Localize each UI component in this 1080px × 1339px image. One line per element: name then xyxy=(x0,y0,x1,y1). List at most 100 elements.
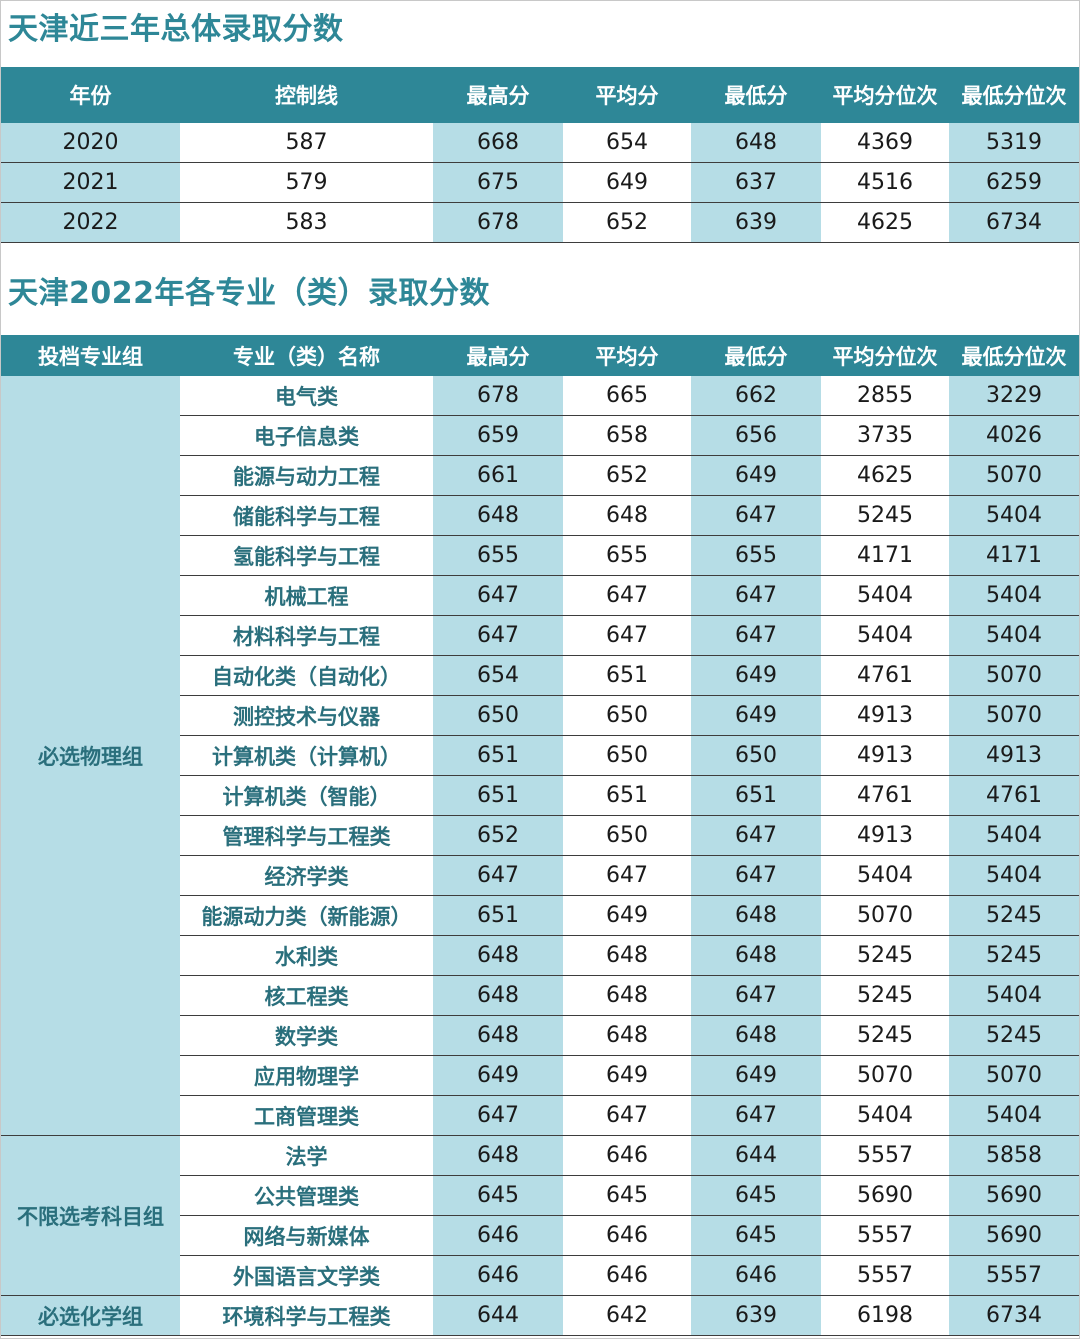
table-cell: 649 xyxy=(563,895,691,936)
table-cell: 6198 xyxy=(821,1295,949,1336)
table-row: 2020 587 668 654 648 4369 5319 xyxy=(1,123,1079,163)
table-cell: 648 xyxy=(433,1015,563,1056)
major-name-cell: 数学类 xyxy=(180,1015,433,1056)
table-cell: 647 xyxy=(691,575,821,616)
table-cell: 654 xyxy=(563,123,691,163)
table-cell: 646 xyxy=(433,1255,563,1296)
table-row: 2021 579 675 649 637 4516 6259 xyxy=(1,162,1079,203)
column-header: 最低分位次 xyxy=(949,335,1079,376)
table-cell: 648 xyxy=(433,1135,563,1176)
table-cell: 5404 xyxy=(821,1095,949,1136)
major-name-cell: 水利类 xyxy=(180,935,433,976)
table-row: 材料科学与工程 647 647 647 5404 5404 xyxy=(1,615,1079,656)
table-cell: 4171 xyxy=(949,535,1079,576)
major-name-cell: 外国语言文学类 xyxy=(180,1255,433,1296)
table-cell: 5404 xyxy=(949,495,1079,536)
table-row: 必选化学组 环境科学与工程类 644 642 639 6198 6734 xyxy=(1,1295,1079,1336)
table-row: 必选物理组 电气类 678 665 662 2855 3229 xyxy=(1,376,1079,1136)
table-cell: 646 xyxy=(433,1215,563,1256)
table-cell: 637 xyxy=(691,162,821,203)
table-cell: 5557 xyxy=(821,1135,949,1176)
table-cell: 5070 xyxy=(949,455,1079,496)
table-cell: 5319 xyxy=(949,123,1079,163)
table-cell: 645 xyxy=(563,1175,691,1216)
column-header: 年份 xyxy=(1,67,180,123)
table-cell: 2022 xyxy=(1,202,180,243)
major-name-cell: 应用物理学 xyxy=(180,1055,433,1096)
table-row: 外国语言文学类 646 646 646 5557 5557 xyxy=(1,1255,1079,1296)
table-cell: 2021 xyxy=(1,162,180,203)
table-cell: 651 xyxy=(563,655,691,696)
table-cell: 5070 xyxy=(821,1055,949,1096)
table-cell: 4913 xyxy=(821,815,949,856)
group-name-cell: 必选化学组 xyxy=(1,1295,180,1336)
major-name-cell: 电子信息类 xyxy=(180,415,433,456)
table-cell: 648 xyxy=(691,123,821,163)
table-cell: 583 xyxy=(180,202,433,243)
table-header-row: 投档专业组 专业（类）名称 最高分 平均分 最低分 平均分位次 最低分位次 xyxy=(1,335,1079,376)
table-cell: 2855 xyxy=(821,376,949,416)
table-cell: 645 xyxy=(433,1175,563,1216)
table-cell: 4625 xyxy=(821,202,949,243)
major-name-cell: 公共管理类 xyxy=(180,1175,433,1216)
table-cell: 647 xyxy=(563,575,691,616)
major-name-cell: 测控技术与仪器 xyxy=(180,695,433,736)
table-cell: 5557 xyxy=(821,1215,949,1256)
column-header: 平均分位次 xyxy=(821,335,949,376)
table-cell: 647 xyxy=(563,615,691,656)
table-cell: 647 xyxy=(691,855,821,896)
table-cell: 648 xyxy=(563,1015,691,1056)
table-row: 能源动力类（新能源） 651 649 648 5070 5245 xyxy=(1,895,1079,936)
table-cell: 648 xyxy=(563,935,691,976)
table-cell: 648 xyxy=(563,495,691,536)
table-cell: 678 xyxy=(433,376,563,416)
table-cell: 5245 xyxy=(949,895,1079,936)
table-row: 机械工程 647 647 647 5404 5404 xyxy=(1,575,1079,616)
table-cell: 646 xyxy=(563,1255,691,1296)
column-header: 最低分 xyxy=(691,335,821,376)
major-name-cell: 能源动力类（新能源） xyxy=(180,895,433,936)
major-name-cell: 氢能科学与工程 xyxy=(180,535,433,576)
column-header: 控制线 xyxy=(180,67,433,123)
table-cell: 5404 xyxy=(949,615,1079,656)
table-cell: 650 xyxy=(563,735,691,776)
table-cell: 649 xyxy=(563,162,691,203)
table-cell: 651 xyxy=(563,775,691,816)
table-cell: 4913 xyxy=(821,735,949,776)
column-header: 最高分 xyxy=(433,67,563,123)
table-cell: 5245 xyxy=(949,1015,1079,1056)
table-row: 公共管理类 645 645 645 5690 5690 xyxy=(1,1175,1079,1216)
table-cell: 652 xyxy=(433,815,563,856)
table-row: 自动化类（自动化） 654 651 649 4761 5070 xyxy=(1,655,1079,696)
table-cell: 668 xyxy=(433,123,563,163)
table-cell: 645 xyxy=(691,1215,821,1256)
table-cell: 655 xyxy=(563,535,691,576)
major-name-cell: 自动化类（自动化） xyxy=(180,655,433,696)
table-row: 经济学类 647 647 647 5404 5404 xyxy=(1,855,1079,896)
table-cell: 658 xyxy=(563,415,691,456)
table-cell: 5690 xyxy=(949,1215,1079,1256)
table-cell: 4761 xyxy=(949,775,1079,816)
table-cell: 647 xyxy=(691,815,821,856)
table-row: 应用物理学 649 649 649 5070 5070 xyxy=(1,1055,1079,1096)
table-cell: 5245 xyxy=(821,1015,949,1056)
table-cell: 649 xyxy=(691,695,821,736)
table-cell: 648 xyxy=(691,895,821,936)
major-scores-table: 投档专业组 专业（类）名称 最高分 平均分 最低分 平均分位次 最低分位次 必选… xyxy=(1,335,1079,1336)
table-cell: 639 xyxy=(691,1295,821,1336)
table-row: 计算机类（智能） 651 651 651 4761 4761 xyxy=(1,775,1079,816)
table-row: 氢能科学与工程 655 655 655 4171 4171 xyxy=(1,535,1079,576)
table-cell: 5404 xyxy=(821,575,949,616)
table-cell: 5245 xyxy=(949,935,1079,976)
table-cell: 647 xyxy=(691,615,821,656)
table-row: 核工程类 648 648 647 5245 5404 xyxy=(1,975,1079,1016)
table-cell: 651 xyxy=(691,775,821,816)
table-cell: 649 xyxy=(691,655,821,696)
major-name-cell: 核工程类 xyxy=(180,975,433,1016)
table-cell: 650 xyxy=(563,815,691,856)
table-cell: 665 xyxy=(563,376,691,416)
overall-scores-table: 年份 控制线 最高分 平均分 最低分 平均分位次 最低分位次 2020 587 66… xyxy=(1,67,1079,243)
table-cell: 651 xyxy=(433,775,563,816)
table-row: 测控技术与仪器 650 650 649 4913 5070 xyxy=(1,695,1079,736)
table-cell: 649 xyxy=(691,455,821,496)
